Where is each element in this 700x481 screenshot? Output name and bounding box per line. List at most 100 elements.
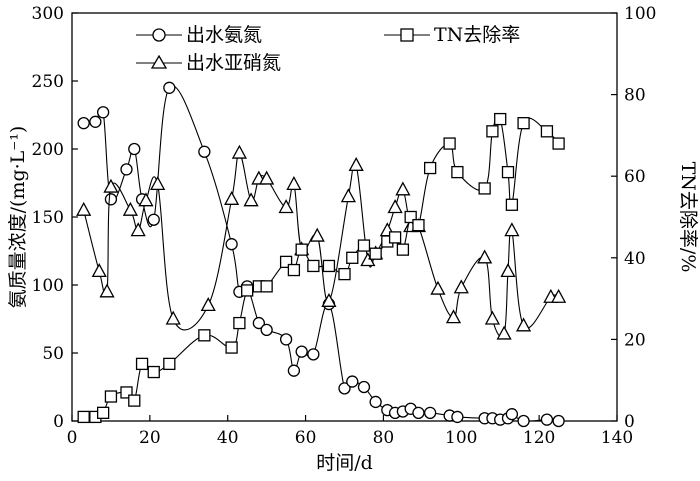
data-point-triangle <box>231 144 247 159</box>
data-point-square <box>388 231 402 244</box>
data-point-square <box>540 125 554 138</box>
data-point-triangle <box>224 190 240 205</box>
data-point-circle <box>295 345 308 358</box>
data-point-circle <box>198 145 211 158</box>
data-point-square <box>338 267 351 281</box>
data-point-triangle <box>122 201 138 216</box>
data-point-square <box>322 259 336 273</box>
data-point-triangle <box>138 192 154 207</box>
data-point-square <box>369 247 382 260</box>
data-point-circle <box>346 375 359 388</box>
data-point-square <box>163 357 176 371</box>
x-tick-label: 140 <box>601 428 633 448</box>
x-axis-title: 时间/d <box>316 452 373 474</box>
legend-item-tn-removal: TN去除率 <box>384 24 520 46</box>
data-point-triangle <box>348 156 364 171</box>
data-point-circle <box>279 333 293 346</box>
data-point-circle <box>96 106 110 119</box>
data-point-square <box>505 198 519 211</box>
data-point-square <box>412 219 425 232</box>
data-point-circle <box>120 163 133 176</box>
x-tick-label: 40 <box>217 428 239 448</box>
data-point-triangle <box>76 201 92 216</box>
data-point-square <box>443 137 456 150</box>
data-point-square <box>396 243 410 256</box>
data-point-square <box>501 165 515 179</box>
data-point-triangle <box>321 292 337 307</box>
legend-circle-marker <box>152 28 166 42</box>
legend-square-marker <box>400 28 414 42</box>
y-right-tick-label: 60 <box>624 167 646 187</box>
data-point-triangle <box>309 227 325 242</box>
data-point-circle <box>163 81 176 94</box>
data-point-triangle <box>243 192 259 207</box>
x-tick-label: 100 <box>445 428 477 448</box>
data-point-circle <box>423 406 437 419</box>
data-point-square <box>147 365 160 379</box>
data-point-square <box>96 406 110 419</box>
data-point-square <box>346 251 359 264</box>
data-point-triangle <box>504 222 520 237</box>
axes: 0 20 40 60 80 100 120 1400501001502002503000204… <box>7 4 699 474</box>
data-point-square <box>120 386 133 399</box>
data-point-triangle <box>165 310 181 325</box>
data-point-triangle <box>453 279 469 294</box>
legend-item-ammonia: 出水氨氮 <box>136 24 262 46</box>
x-tick-label: 60 <box>295 428 317 448</box>
data-point-square <box>552 137 565 150</box>
y-left-tick-label: 300 <box>32 4 64 24</box>
data-point-circle <box>338 382 351 395</box>
data-point-square <box>423 161 437 175</box>
data-point-triangle <box>430 280 446 295</box>
y-left-tick-label: 200 <box>32 140 64 160</box>
y-right-axis-title: TN去除率/% <box>677 162 699 273</box>
data-point-triangle <box>91 263 107 278</box>
data-point-triangle <box>200 297 216 312</box>
data-point-square <box>404 210 417 224</box>
x-tick-label: 0 <box>67 428 78 448</box>
y-left-tick-label: 150 <box>32 208 64 228</box>
y-right-tick-label: 0 <box>624 412 635 432</box>
data-point-square <box>198 329 211 342</box>
legend: 出水氨氮 出水亚硝氮 TN去除率 <box>136 24 520 74</box>
data-point-triangle <box>551 288 567 303</box>
legend-label-ammonia: 出水氨氮 <box>186 24 262 46</box>
data-point-circle <box>89 115 102 128</box>
data-point-triangle <box>477 249 493 264</box>
data-point-circle <box>307 348 320 361</box>
data-point-square <box>287 263 301 277</box>
data-point-circle <box>260 323 273 337</box>
data-point-triangle <box>99 283 115 298</box>
series-layer <box>76 81 567 428</box>
data-point-circle <box>552 414 565 428</box>
data-point-square <box>128 394 141 407</box>
x-tick-label: 80 <box>373 428 395 448</box>
data-point-triangle <box>130 222 146 237</box>
legend-item-nitrite: 出水亚硝氮 <box>136 52 281 74</box>
data-point-circle <box>287 364 301 377</box>
data-point-circle <box>540 413 554 426</box>
data-point-square <box>104 390 118 403</box>
data-point-triangle <box>340 188 356 203</box>
data-point-circle <box>128 142 141 156</box>
data-point-triangle <box>278 199 294 214</box>
series-triangle <box>76 144 567 340</box>
x-tick-label: 120 <box>523 428 555 448</box>
data-point-circle <box>517 414 530 428</box>
data-point-square <box>478 182 491 195</box>
data-point-square <box>486 125 499 138</box>
data-point-triangle <box>484 310 501 325</box>
data-point-square <box>241 284 254 297</box>
y-left-tick-label: 50 <box>42 344 64 364</box>
data-point-circle <box>77 117 90 130</box>
data-point-circle <box>451 410 464 424</box>
series-square <box>77 112 565 424</box>
data-point-circle <box>505 408 519 421</box>
y-left-tick-label: 100 <box>32 276 64 296</box>
data-point-square <box>135 357 149 371</box>
legend-triangle-marker <box>150 54 168 69</box>
data-point-square <box>357 239 371 252</box>
y-right-tick-label: 20 <box>624 330 646 350</box>
data-point-square <box>307 259 320 273</box>
